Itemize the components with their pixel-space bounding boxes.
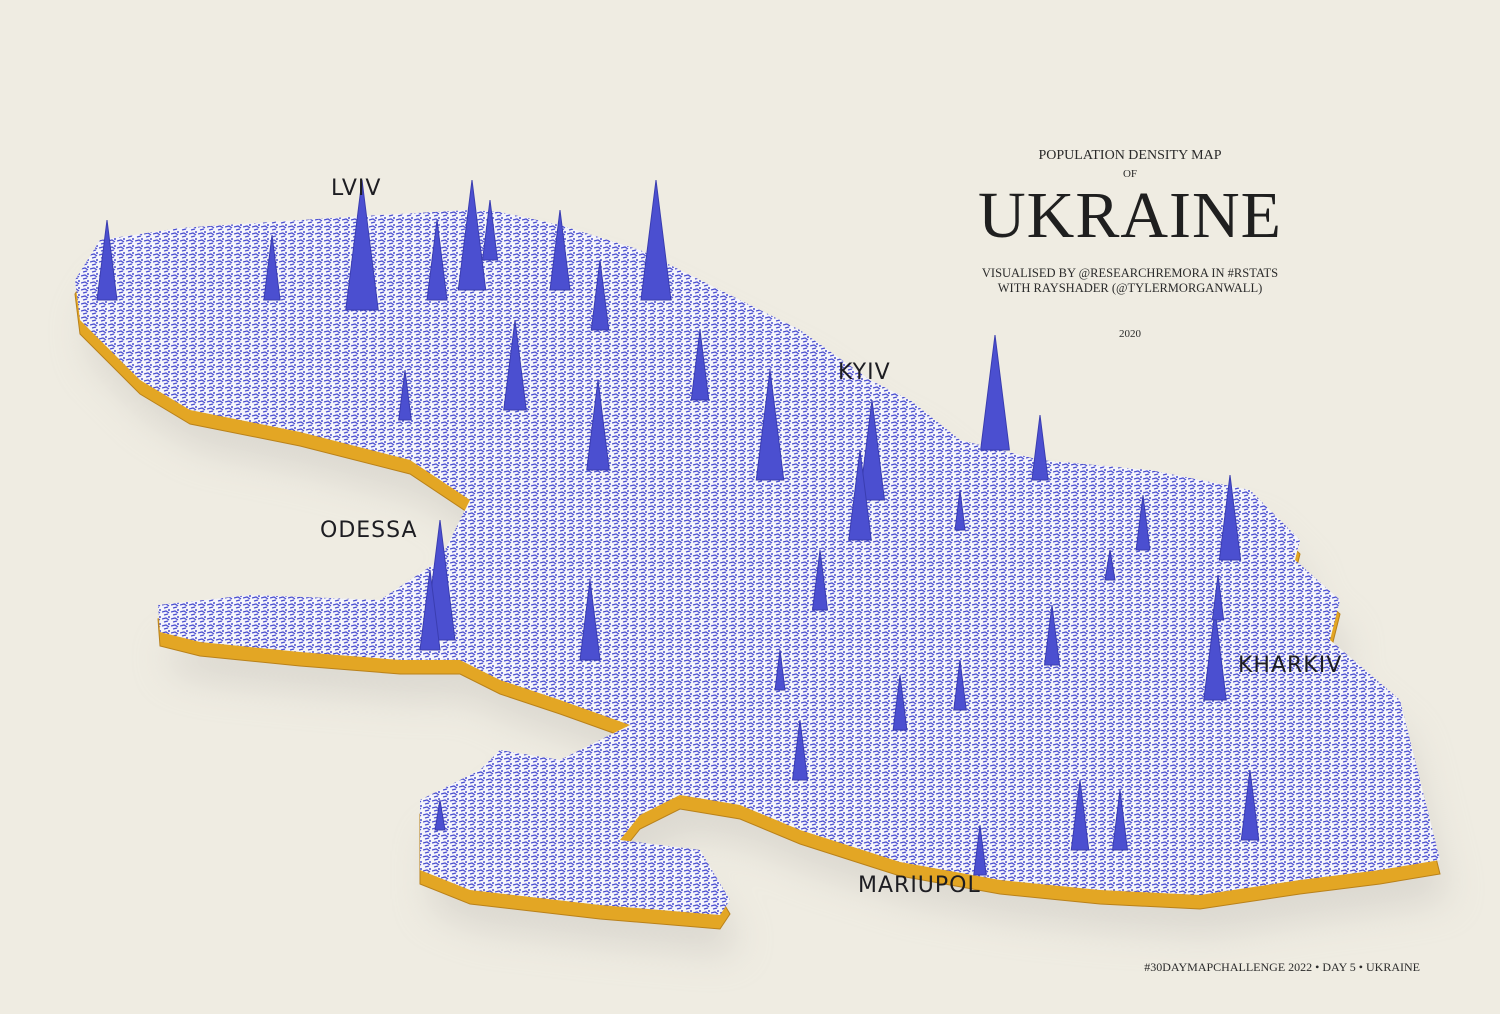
footer-caption: #30DAYMAPCHALLENGE 2022 • DAY 5 • UKRAIN… xyxy=(1144,960,1420,974)
density-spike xyxy=(457,179,487,291)
city-label-odessa: ODESSA xyxy=(320,518,418,543)
density-spike xyxy=(848,449,872,541)
density-spike xyxy=(953,659,967,711)
density-spike xyxy=(96,219,118,301)
density-spike xyxy=(481,199,499,261)
density-spike xyxy=(1211,574,1225,621)
density-spike xyxy=(973,824,987,876)
density-spike xyxy=(1111,789,1129,851)
density-spike xyxy=(980,334,1010,451)
density-spike xyxy=(690,329,710,401)
credit-line-2: WITH RAYSHADER (@TYLERMORGANWALL) xyxy=(997,281,1263,295)
city-label-mariupol: MARIUPOL xyxy=(858,873,981,898)
density-spike xyxy=(419,569,441,651)
density-spike xyxy=(426,219,448,301)
density-spike xyxy=(640,179,672,301)
density-spike xyxy=(1104,549,1116,581)
density-spike xyxy=(398,369,412,421)
map-subtitle: POPULATION DENSITY MAP xyxy=(1038,148,1222,163)
density-spike xyxy=(774,649,786,691)
density-spike xyxy=(549,209,571,291)
density-spike xyxy=(1203,609,1227,701)
credit: VISUALISED BY @RESEARCHREMORA IN #RSTATS… xyxy=(930,266,1330,296)
density-spike xyxy=(1043,604,1061,666)
density-spike xyxy=(586,379,610,471)
map-surface xyxy=(75,210,1440,915)
density-spike xyxy=(858,399,886,501)
density-spike xyxy=(503,319,527,411)
density-spike xyxy=(1135,494,1151,551)
density-spike xyxy=(434,799,446,831)
density-spike xyxy=(579,579,601,661)
density-spike xyxy=(1031,414,1049,481)
density-spike xyxy=(590,259,610,331)
density-spike xyxy=(263,234,281,301)
density-spike xyxy=(1070,779,1090,851)
map-title: UKRAINE xyxy=(978,179,1282,252)
city-label-lviv: LVIV xyxy=(331,176,382,201)
map-year: 2020 xyxy=(1119,328,1141,340)
density-spike xyxy=(345,179,379,311)
density-spike xyxy=(1218,474,1242,561)
density-spike xyxy=(791,719,809,781)
density-spike xyxy=(954,489,966,531)
map-subtitle-of: OF xyxy=(1122,168,1138,180)
density-spikes xyxy=(96,179,1260,876)
density-spike xyxy=(892,674,908,731)
density-spike xyxy=(811,549,829,611)
city-label-kyiv: KYIV xyxy=(838,360,891,385)
density-spike xyxy=(1240,769,1260,841)
credit-line-1: VISUALISED BY @RESEARCHREMORA IN #RSTATS xyxy=(981,266,1279,280)
city-label-kharkiv: KHARKIV xyxy=(1238,653,1343,678)
density-spike xyxy=(755,369,785,481)
